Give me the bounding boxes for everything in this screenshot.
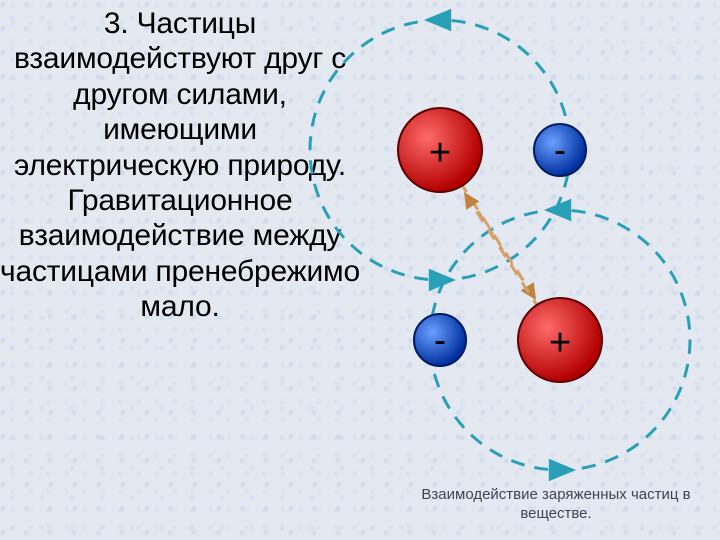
orbit-arrowhead-icon	[424, 9, 451, 31]
minus-label: -	[554, 132, 565, 169]
plus-label: +	[429, 130, 452, 175]
diagram-caption: Взаимодействие заряженных частиц в вещес…	[396, 486, 716, 524]
plus-label: +	[549, 320, 572, 365]
minus-label: -	[434, 322, 445, 359]
orbit-arrowhead-icon	[549, 459, 576, 481]
attraction-arrow-line	[464, 192, 540, 310]
particles-diagram: + + - -	[0, 0, 720, 540]
slide-root: 3. Частицы взаимодействуют друг с другом…	[0, 0, 720, 540]
